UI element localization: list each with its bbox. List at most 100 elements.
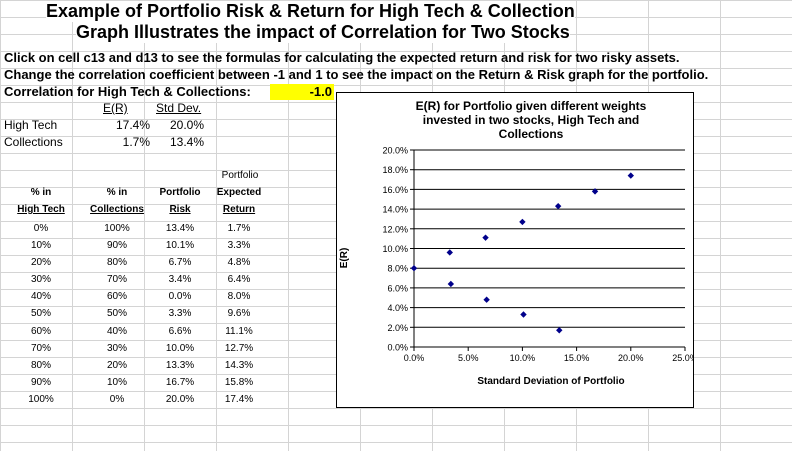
header-portfolio-label: Portfolio	[221, 170, 259, 181]
chart-y-tick-label: 8.0%	[387, 264, 408, 274]
chart-y-tick-label: 10.0%	[382, 244, 408, 254]
instruction-text-2: Change the correlation coefficient betwe…	[4, 67, 709, 82]
table-cell[interactable]: 20%	[106, 359, 127, 371]
table-cell[interactable]: 13.3%	[165, 359, 195, 371]
table-cell[interactable]: 20.0%	[165, 393, 195, 405]
table-cell[interactable]: 40%	[106, 325, 127, 337]
header-pct-high-tech-2: High Tech	[17, 204, 65, 215]
table-cell[interactable]: 14.3%	[224, 359, 254, 371]
data-point	[520, 311, 527, 318]
header-pct-collections-2: Collections	[90, 204, 144, 215]
table-cell[interactable]: 6.6%	[168, 325, 192, 337]
table-cell[interactable]: 13.4%	[165, 223, 195, 234]
table-cell[interactable]: 100%	[104, 223, 130, 234]
table-cell[interactable]: 11.1%	[225, 325, 253, 337]
chart-y-tick-label: 4.0%	[387, 303, 408, 313]
table-cell[interactable]: 6.4%	[227, 274, 251, 286]
table-cell[interactable]: 30%	[30, 274, 51, 286]
chart-title-line-2: invested in two stocks, High Tech and	[423, 113, 639, 127]
table-cell[interactable]: 17.4%	[224, 393, 254, 405]
data-point	[483, 296, 490, 303]
data-point	[447, 280, 455, 288]
table-cell[interactable]: 12.7%	[224, 342, 254, 354]
table-cell[interactable]: 70%	[106, 274, 127, 286]
table-cell[interactable]: 8.0%	[227, 291, 251, 303]
table-cell[interactable]: 100%	[28, 393, 54, 405]
table-cell[interactable]: 9.6%	[227, 308, 251, 320]
chart-x-tick-label: 20.0%	[618, 353, 644, 363]
asset-er-high-tech[interactable]: 17.4%	[115, 118, 150, 132]
data-point	[410, 265, 418, 272]
column-portfolio-risk: 13.4% 10.1% 6.7% 3.4% 0.0% 3.3% 6.6% 10.…	[152, 220, 208, 408]
table-cell[interactable]: 10.1%	[165, 240, 195, 252]
scatter-chart: E(R) for Portfolio given different weigh…	[339, 99, 693, 387]
header-risk-2: Risk	[169, 204, 191, 215]
asset-sd-high-tech[interactable]: 20.0%	[169, 118, 204, 132]
chart-y-axis-label: E(R)	[339, 248, 350, 269]
asset-name-collections: Collections	[4, 135, 63, 149]
table-cell[interactable]: 3.3%	[227, 240, 251, 252]
table-cell[interactable]: 10%	[30, 240, 51, 252]
table-cell[interactable]: 0%	[109, 393, 125, 405]
chart-y-tick-label: 14.0%	[382, 205, 408, 215]
table-cell[interactable]: 50%	[30, 308, 51, 320]
header-return-1: Expected	[216, 187, 262, 198]
table-cell[interactable]: 90%	[106, 240, 127, 252]
chart-x-axis-label: Standard Deviation of Portfolio	[477, 376, 624, 387]
chart-x-tick-label: 25.0%	[672, 353, 693, 363]
table-cell[interactable]: 0%	[33, 223, 49, 234]
data-point	[627, 172, 634, 179]
header-pct-high-tech-1: % in	[30, 187, 52, 198]
chart-y-tick-label: 16.0%	[382, 185, 408, 195]
table-cell[interactable]: 30%	[106, 342, 127, 354]
data-point	[519, 218, 526, 226]
chart-x-tick-label: 15.0%	[564, 353, 590, 363]
asset-name-high-tech: High Tech	[4, 118, 58, 132]
column-pct-collections: 100% 90% 80% 70% 60% 50% 40% 30% 20% 10%…	[86, 220, 148, 408]
table-cell[interactable]: 4.8%	[227, 257, 251, 269]
table-cell[interactable]: 60%	[106, 291, 127, 303]
table-cell[interactable]: 80%	[106, 257, 127, 269]
sheet-subtitle: Graph Illustrates the impact of Correlat…	[76, 22, 570, 43]
std-dev-header: Std Dev.	[156, 101, 202, 115]
chart-y-tick-label: 6.0%	[387, 283, 408, 293]
table-cell[interactable]: 3.4%	[168, 274, 192, 286]
table-cell[interactable]: 40%	[30, 291, 51, 303]
table-cell[interactable]: 10.0%	[165, 342, 195, 354]
chart-title-line-3: Collections	[499, 127, 564, 141]
chart-object[interactable]: E(R) for Portfolio given different weigh…	[336, 92, 694, 408]
table-cell[interactable]: 16.7%	[165, 376, 195, 388]
table-cell[interactable]: 10%	[106, 376, 127, 388]
chart-x-tick-label: 5.0%	[458, 353, 479, 363]
asset-er-collections[interactable]: 1.7%	[122, 135, 150, 149]
header-risk-1: Portfolio	[159, 187, 201, 198]
data-point	[554, 202, 562, 210]
asset-sd-collections[interactable]: 13.4%	[169, 135, 204, 149]
correlation-label: Correlation for High Tech & Collections:	[4, 84, 251, 99]
er-header: E(R)	[103, 101, 128, 115]
column-pct-high-tech: 0% 10% 20% 30% 40% 50% 60% 70% 80% 90% 1…	[14, 220, 68, 408]
instruction-text-1: Click on cell c13 and d13 to see the for…	[4, 50, 680, 65]
data-point	[556, 327, 563, 334]
sheet-title: Example of Portfolio Risk & Return for H…	[46, 1, 575, 22]
table-cell[interactable]: 80%	[30, 359, 51, 371]
data-point	[446, 249, 453, 256]
table-cell[interactable]: 70%	[30, 342, 51, 354]
header-return-2: Return	[222, 204, 256, 215]
chart-x-tick-label: 10.0%	[510, 353, 536, 363]
table-cell[interactable]: 3.3%	[168, 308, 192, 320]
table-cell[interactable]: 1.7%	[227, 223, 251, 234]
table-cell[interactable]: 50%	[106, 308, 127, 320]
table-cell[interactable]: 90%	[30, 376, 51, 388]
chart-title-line-1: E(R) for Portfolio given different weigh…	[416, 99, 647, 113]
table-cell[interactable]: 15.8%	[224, 376, 254, 388]
correlation-input-cell[interactable]: -1.0	[270, 84, 334, 100]
table-cell[interactable]: 0.0%	[168, 291, 192, 303]
data-point	[482, 234, 489, 241]
chart-y-tick-label: 18.0%	[382, 165, 408, 175]
column-expected-return: 1.7% 3.3% 4.8% 6.4% 8.0% 9.6% 11.1% 12.7…	[211, 220, 267, 408]
table-cell[interactable]: 6.7%	[168, 257, 192, 269]
chart-y-tick-label: 20.0%	[382, 146, 408, 156]
table-cell[interactable]: 60%	[30, 325, 51, 337]
table-cell[interactable]: 20%	[30, 257, 51, 269]
